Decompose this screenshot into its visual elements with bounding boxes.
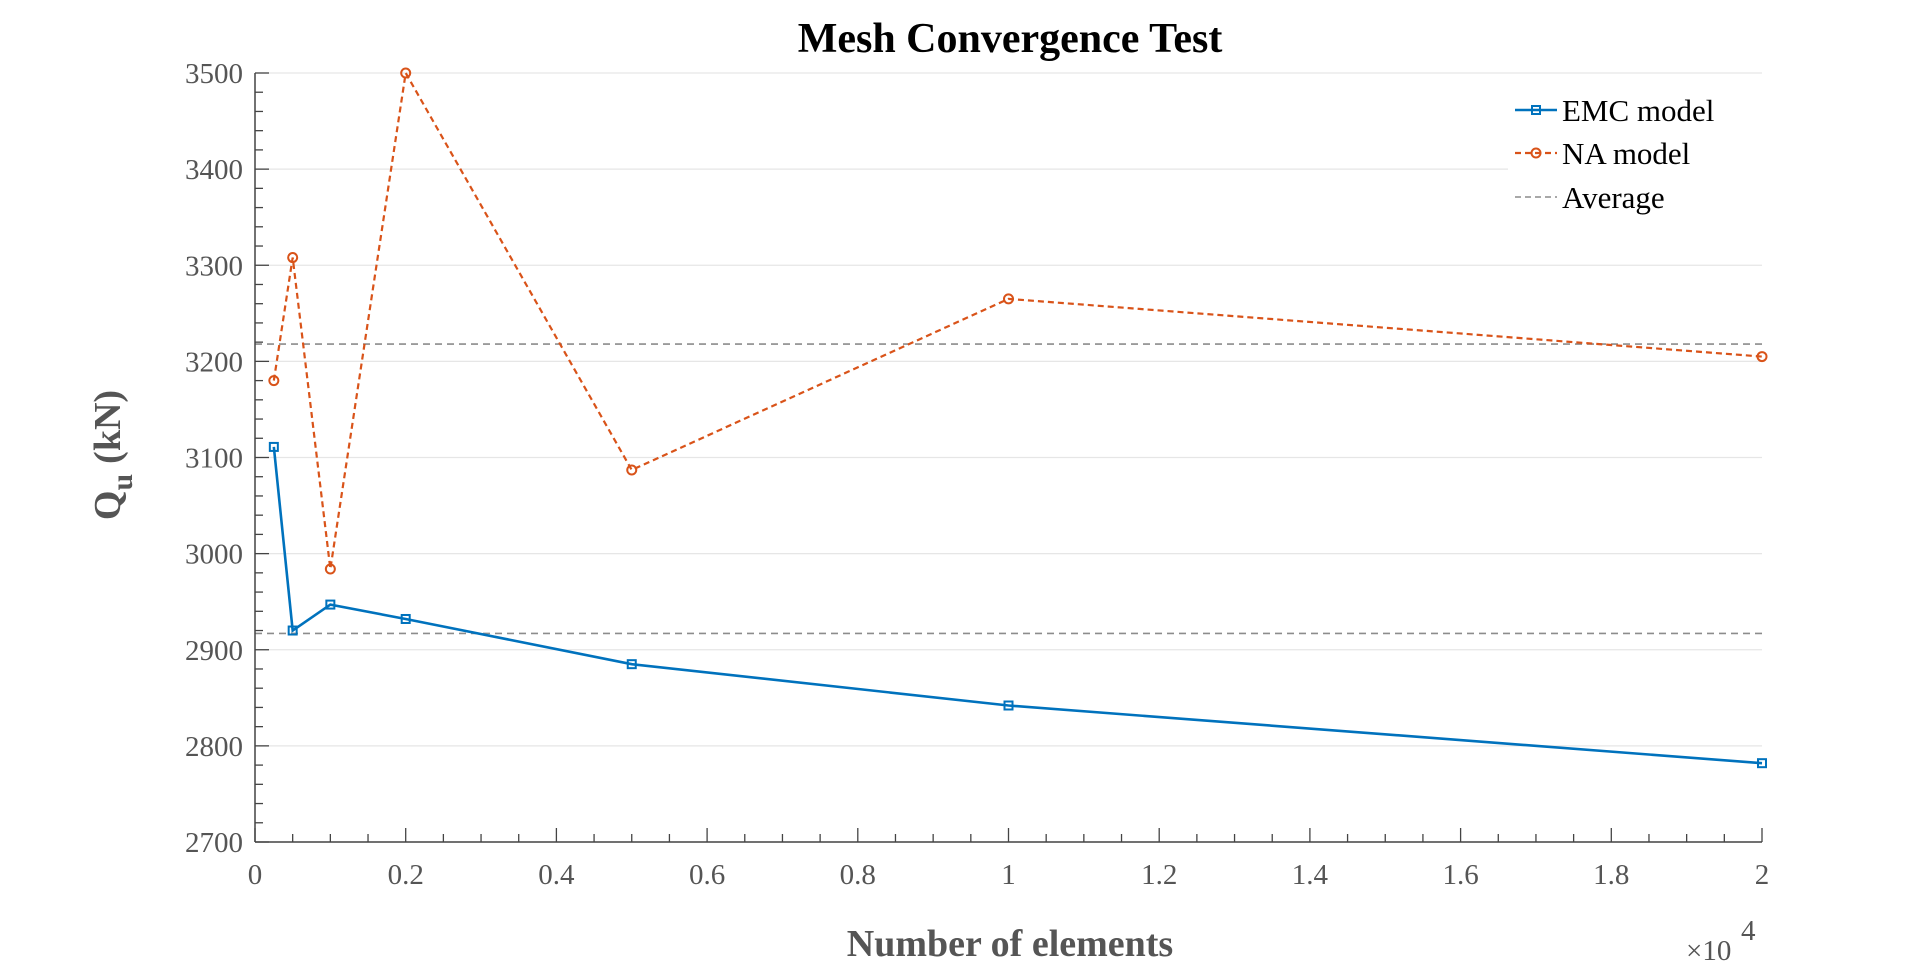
y-tick-label: 3100 xyxy=(185,443,243,475)
data-point xyxy=(287,625,298,636)
axes-layer: 2700 2800 2900 3000 3100 3200 3300 3400 3500 0 0.2… xyxy=(185,58,1769,891)
y-tick-label: 3000 xyxy=(185,539,243,571)
legend-label-emc: EMC model xyxy=(1562,93,1714,128)
legend-box xyxy=(1508,90,1772,222)
y-tick-label: 2800 xyxy=(185,731,243,763)
x-tick-label: 0.6 xyxy=(689,859,725,891)
series-line xyxy=(272,446,1763,765)
x-tick-label: 2 xyxy=(1755,859,1770,891)
legend-item-emc: EMC model xyxy=(1515,93,1714,128)
series-na-model xyxy=(268,67,1768,575)
y-tick-label: 3500 xyxy=(185,58,243,90)
y-axis-title: Qu (kN) xyxy=(87,390,139,520)
chart-title: Mesh Convergence Test xyxy=(798,16,1223,62)
data-point xyxy=(325,599,336,610)
x-tick-label: 0.2 xyxy=(388,859,424,891)
y-tick-label: 3300 xyxy=(185,250,243,282)
data-point xyxy=(1757,758,1767,769)
x-tick-label: 0.8 xyxy=(840,859,876,891)
data-point xyxy=(1003,293,1014,305)
data-point xyxy=(324,563,336,575)
x-tick-label: 0.4 xyxy=(538,859,575,891)
y-axis-title-unit: (kN) xyxy=(87,390,129,464)
x-axis-title: Number of elements xyxy=(847,923,1173,962)
series-emc-model xyxy=(268,441,1767,769)
y-axis-title-sub: u xyxy=(106,474,139,491)
legend: EMC model NA model Average xyxy=(1508,90,1772,222)
legend-item-na: NA model xyxy=(1515,136,1690,171)
x-tick-label: 0 xyxy=(248,859,263,891)
y-axis-title-text: Qu (kN) xyxy=(87,390,139,520)
x-tick-label: 1.4 xyxy=(1292,859,1329,891)
data-point xyxy=(400,613,411,624)
x-exponent-base: ×10 xyxy=(1686,935,1731,962)
data-point xyxy=(268,375,280,387)
y-tick-label: 3400 xyxy=(185,154,243,186)
data-point xyxy=(1003,700,1014,711)
y-axis-title-main: Q xyxy=(87,491,129,521)
data-point xyxy=(287,252,299,264)
x-exponent-label: ×10 4 xyxy=(1686,915,1756,962)
x-exponent-power: 4 xyxy=(1741,915,1756,947)
reference-lines xyxy=(255,343,1762,635)
legend-item-average: Average xyxy=(1515,180,1665,215)
x-tick-label: 1.8 xyxy=(1593,859,1629,891)
x-tick-label: 1.2 xyxy=(1141,859,1177,891)
legend-label-average: Average xyxy=(1562,180,1665,215)
data-point xyxy=(268,441,279,452)
x-tick-label: 1 xyxy=(1001,859,1016,891)
data-point xyxy=(400,67,412,79)
x-tick-label: 1.6 xyxy=(1442,859,1478,891)
y-tick-label: 2900 xyxy=(185,635,243,667)
y-tick-label: 2700 xyxy=(185,827,243,859)
series-layer xyxy=(268,67,1768,769)
y-tick-label: 3200 xyxy=(185,346,243,378)
data-point xyxy=(626,464,638,476)
series-line xyxy=(272,69,1763,570)
data-point xyxy=(626,659,637,670)
legend-label-na: NA model xyxy=(1562,136,1690,171)
data-point xyxy=(1756,351,1768,363)
grid-layer xyxy=(255,72,1762,843)
